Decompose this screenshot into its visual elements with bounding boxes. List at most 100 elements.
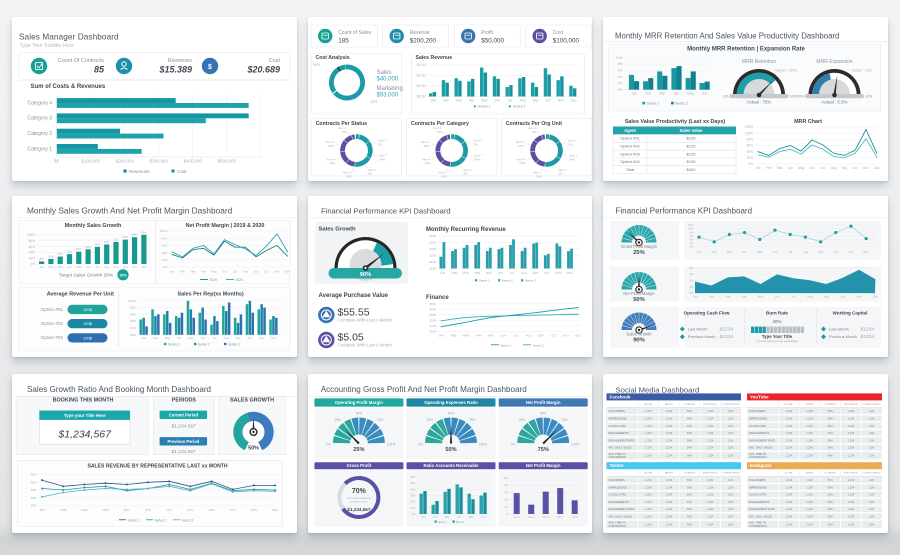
svg-text:TO PREV PERIOD: TO PREV PERIOD [721,403,739,405]
svg-text:56%: 56% [686,522,692,526]
svg-text:Nov: Nov [856,294,862,298]
svg-text:1,234: 1,234 [785,507,792,511]
svg-text:APR: APR [103,507,110,511]
svg-text:1,234: 1,234 [645,431,652,435]
svg-text:Jun: Jun [701,91,707,95]
svg-text:$20K: $20K [429,253,436,257]
svg-text:IMPRESSIONS: IMPRESSIONS [749,416,767,420]
svg-text:JAN: JAN [39,507,45,511]
svg-text:80%: 80% [29,239,36,243]
svg-text:FOLLOWERS: FOLLOWERS [608,409,625,413]
svg-text:Contracts Per Category: Contracts Per Category [411,121,469,127]
svg-text:Option #01: Option #01 [41,306,64,311]
svg-text:12%: 12% [869,499,875,503]
svg-text:AVG. TIME TO: AVG. TIME TO [608,451,625,455]
svg-text:$1234: $1234 [859,326,874,332]
svg-text:1,234: 1,234 [706,438,713,442]
svg-text:Mar: Mar [191,269,196,273]
svg-text:Operating Cash Flow: Operating Cash Flow [683,310,729,315]
svg-text:May: May [481,99,488,103]
svg-text:50%: 50% [410,481,416,485]
svg-text:$00K: $00K [429,329,436,333]
svg-text:0%: 0% [326,442,331,446]
svg-text:56%: 56% [827,416,833,420]
svg-text:56%: 56% [827,477,833,481]
svg-text:1,234: 1,234 [806,485,813,489]
svg-text:JUN: JUN [145,507,151,511]
svg-text:1,234: 1,234 [847,409,854,413]
svg-text:1,234: 1,234 [645,416,652,420]
svg-text:40%: 40% [410,487,416,491]
svg-text:Jul: Jul [788,249,792,253]
svg-text:Cat 4: Cat 4 [556,514,563,518]
svg-text:56%: 56% [686,416,692,420]
svg-text:5%: 5% [342,130,347,134]
svg-text:Dec: Dec [873,166,879,170]
svg-text:Option #02: Option #02 [41,321,64,326]
svg-text:Aug: Aug [104,264,110,268]
svg-text:Item 4: Item 4 [422,157,431,161]
svg-text:$1,234,567: $1,234,567 [170,423,195,429]
svg-text:1,234: 1,234 [665,438,672,442]
svg-text:Previous Month: Previous Month [829,334,857,339]
svg-text:Marketing: Marketing [376,86,402,92]
svg-text:$0M: $0M [31,503,37,507]
svg-text:Dec: Dec [271,336,277,340]
svg-text:Sep: Sep [236,336,242,340]
svg-text:100%: 100% [789,95,799,99]
svg-text:Oct: Oct [248,336,253,340]
svg-text:1,234: 1,234 [706,492,713,496]
svg-text:JUL: JUL [513,333,519,337]
svg-text:1,234: 1,234 [785,477,792,481]
svg-text:1,234: 1,234 [847,485,854,489]
svg-text:Item 3: Item 3 [438,170,447,174]
svg-text:JUN: JUN [497,271,503,275]
svg-text:APR: APR [475,333,481,337]
svg-text:85: 85 [94,65,105,75]
svg-text:12%: 12% [728,453,734,457]
svg-text:ENGAGEMENT RATE: ENGAGEMENT RATE [608,507,634,511]
svg-text:5%: 5% [437,130,442,134]
svg-text:12%: 12% [728,445,734,449]
svg-text:Cat 5: Cat 5 [571,514,578,518]
svg-text:Sales Growth: Sales Growth [318,226,356,232]
svg-text:Oct: Oct [840,294,845,298]
svg-text:ENGAGEMENTS: ENGAGEMENTS [749,431,769,435]
svg-text:60%: 60% [29,244,36,248]
svg-text:Series 2: Series 2 [674,102,687,106]
svg-text:1,234: 1,234 [706,514,713,518]
svg-text:TARGET: TARGET [805,402,814,405]
svg-text:Monthly Recurring Revenue: Monthly Recurring Revenue [426,227,506,233]
svg-text:1,234: 1,234 [706,485,713,489]
svg-text:Agent: Agent [624,128,636,133]
svg-text:$400,000: $400,000 [184,159,203,164]
svg-text:12%: 12% [687,223,693,227]
svg-text:$100K: $100K [128,298,136,302]
svg-text:Aug: Aug [802,249,808,253]
svg-text:1,234: 1,234 [806,445,813,449]
svg-text:Cat 3: Cat 3 [542,514,549,518]
svg-text:BOOKING THIS MONTH: BOOKING THIS MONTH [53,397,114,403]
svg-text:1,234: 1,234 [665,492,672,496]
svg-text:$: $ [208,64,212,71]
svg-text:Oct: Oct [123,264,128,268]
svg-text:Apr: Apr [177,336,182,340]
svg-text:PREV PERIOD: PREV PERIOD [843,403,858,405]
svg-text:Financial Performance KPI Dash: Financial Performance KPI Dashboard [321,206,451,215]
svg-text:Feb: Feb [443,99,449,103]
svg-text:Cost Analysis: Cost Analysis [315,55,349,61]
svg-text:Series 3: Series 3 [524,278,535,282]
svg-text:Mar: Mar [444,514,449,518]
svg-text:FOLLOWERS: FOLLOWERS [749,409,766,413]
svg-text:AVG. DAILY SALES: AVG. DAILY SALES [608,445,631,449]
svg-text:Item 5: Item 5 [421,140,430,144]
svg-text:Apr: Apr [469,99,475,103]
svg-text:6%: 6% [689,272,694,276]
svg-text:Sales Value Productivity (Last: Sales Value Productivity (Last xx Days) [624,119,725,125]
svg-text:$200,200: $200,200 [409,38,436,45]
svg-text:12%: 12% [728,492,734,496]
svg-text:Jun: Jun [200,336,205,340]
svg-text:Nov: Nov [259,336,265,340]
svg-text:$20K: $20K [130,326,136,330]
svg-text:Financial Performance KPI Dash: Financial Performance KPI Dashboard [615,206,752,215]
